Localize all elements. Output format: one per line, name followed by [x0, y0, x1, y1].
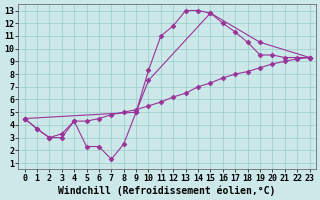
X-axis label: Windchill (Refroidissement éolien,°C): Windchill (Refroidissement éolien,°C) — [58, 185, 276, 196]
